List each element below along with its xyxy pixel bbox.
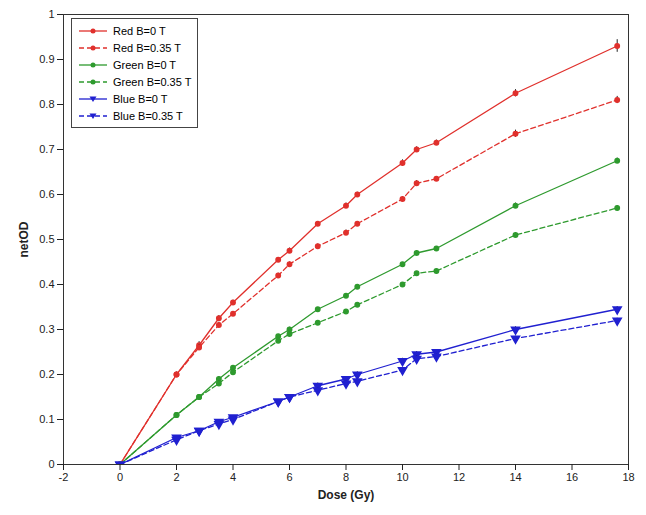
html-text:Blue B=0 T: Blue B=0 T: [113, 92, 168, 105]
svg-text:6: 6: [286, 471, 292, 483]
svg-text:-2: -2: [59, 471, 69, 483]
svg-text:0.8: 0.8: [39, 98, 54, 110]
svg-text:12: 12: [453, 471, 465, 483]
svg-text:0.4: 0.4: [39, 278, 54, 290]
svg-text:0: 0: [48, 458, 54, 470]
svg-text:0.3: 0.3: [39, 323, 54, 335]
svg-text:2: 2: [173, 471, 179, 483]
svg-text:16: 16: [566, 471, 578, 483]
svg-text:0.2: 0.2: [39, 368, 54, 380]
svg-text:netOD: netOD: [17, 221, 31, 257]
svg-text:8: 8: [343, 471, 349, 483]
svg-text:0.9: 0.9: [39, 53, 54, 65]
svg-text:10: 10: [396, 471, 408, 483]
svg-text:1: 1: [48, 8, 54, 20]
html-text:Green B=0 T: Green B=0 T: [113, 58, 177, 71]
svg-text:4: 4: [230, 471, 236, 483]
svg-text:0.5: 0.5: [39, 233, 54, 245]
svg-text:0.7: 0.7: [39, 143, 54, 155]
svg-text:0.6: 0.6: [39, 188, 54, 200]
svg-text:0.1: 0.1: [39, 413, 54, 425]
html-text:Red B=0.35 T: Red B=0.35 T: [113, 41, 181, 54]
svg-text:18: 18: [622, 471, 634, 483]
html-text:Blue B=0.35 T: Blue B=0.35 T: [113, 109, 183, 122]
svg-text:Dose (Gy): Dose (Gy): [318, 488, 375, 502]
svg-text:14: 14: [509, 471, 521, 483]
html-text:Green B=0.35 T: Green B=0.35 T: [113, 75, 192, 88]
html-text:Red B=0 T: Red B=0 T: [113, 24, 166, 37]
svg-text:0: 0: [117, 471, 123, 483]
